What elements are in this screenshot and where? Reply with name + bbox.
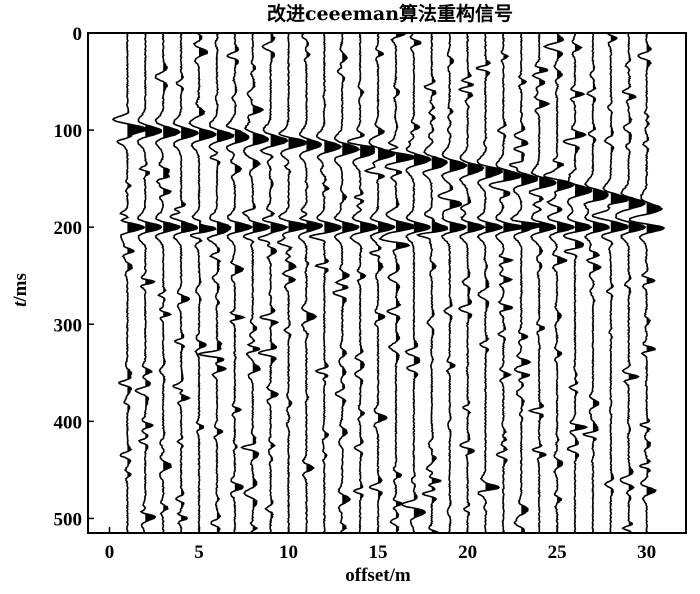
trace-line <box>457 32 486 534</box>
y-tick-label: 200 <box>54 218 83 239</box>
y-axis: 0 100 200 300 400 500 <box>54 24 94 530</box>
trace-line <box>378 32 417 534</box>
trace-fill <box>413 40 431 519</box>
trace-line <box>562 32 593 534</box>
trace-fill <box>181 73 199 522</box>
trace-line <box>527 32 557 534</box>
trace-line <box>628 32 666 534</box>
trace-fill <box>395 33 416 533</box>
trace-line <box>277 32 309 534</box>
trace-fill <box>574 44 592 462</box>
trace-line <box>488 32 528 534</box>
trace-fill <box>539 67 556 459</box>
trace-line <box>225 32 254 534</box>
x-axis: 0 5 10 15 20 25 30 <box>105 527 656 563</box>
x-tick-label: 5 <box>194 542 204 563</box>
trace-line <box>475 32 504 533</box>
trace-line <box>154 32 182 534</box>
trace-fill <box>127 109 146 478</box>
trace-fill <box>646 44 665 496</box>
plot-frame <box>87 32 687 534</box>
trace-line <box>332 32 361 534</box>
trace-fill <box>145 125 162 523</box>
trace-line <box>297 32 324 534</box>
trace-fill <box>216 33 234 533</box>
y-tick-label: 500 <box>54 509 83 530</box>
trace-line <box>582 32 610 534</box>
trace-line <box>257 32 289 534</box>
trace-line <box>591 32 629 534</box>
y-tick-label: 100 <box>54 121 83 142</box>
trace-fill <box>342 53 359 531</box>
y-tick-label: 0 <box>73 24 83 45</box>
y-axis-label-variable: t <box>10 301 31 307</box>
trace-fill <box>557 33 574 503</box>
trace-line <box>240 32 271 534</box>
trace-line <box>188 32 217 534</box>
trace-line <box>401 32 432 534</box>
x-tick-label: 25 <box>548 542 567 563</box>
trace-line <box>508 32 544 534</box>
trace-line <box>415 32 449 534</box>
trace-fill <box>503 55 526 466</box>
trace-fill <box>306 41 323 472</box>
trace-fill <box>592 65 609 457</box>
trace-fill <box>610 35 629 497</box>
x-axis-label: offset/m <box>345 565 411 586</box>
trace-fill <box>431 76 448 533</box>
trace-group <box>111 32 666 534</box>
chart-title: 改进ceeeman算法重构信号 <box>267 2 513 25</box>
trace-line <box>363 32 396 534</box>
trace-line <box>134 32 163 534</box>
trace-fill <box>252 66 270 532</box>
y-tick-label: 300 <box>54 315 83 336</box>
trace-line <box>169 32 199 534</box>
trace-fill <box>199 35 216 431</box>
trace-fill <box>628 55 646 533</box>
y-axis-label-unit: /ms <box>10 273 31 303</box>
x-tick-label: 20 <box>458 542 477 563</box>
trace-fill <box>378 51 395 500</box>
trace-fill <box>449 57 467 525</box>
x-tick-label: 15 <box>369 542 388 563</box>
y-axis-label: t/ms <box>10 273 31 307</box>
trace-line <box>614 32 647 534</box>
x-tick-label: 0 <box>105 542 115 563</box>
trace-line <box>542 32 576 534</box>
trace-line <box>195 32 235 534</box>
x-tick-label: 10 <box>279 542 298 563</box>
x-tick-label: 30 <box>637 542 656 563</box>
y-tick-label: 400 <box>54 412 83 433</box>
trace-line <box>437 32 468 534</box>
trace-fill <box>288 137 308 436</box>
trace-line <box>111 32 147 534</box>
trace-line <box>346 32 379 534</box>
trace-line <box>308 32 342 534</box>
